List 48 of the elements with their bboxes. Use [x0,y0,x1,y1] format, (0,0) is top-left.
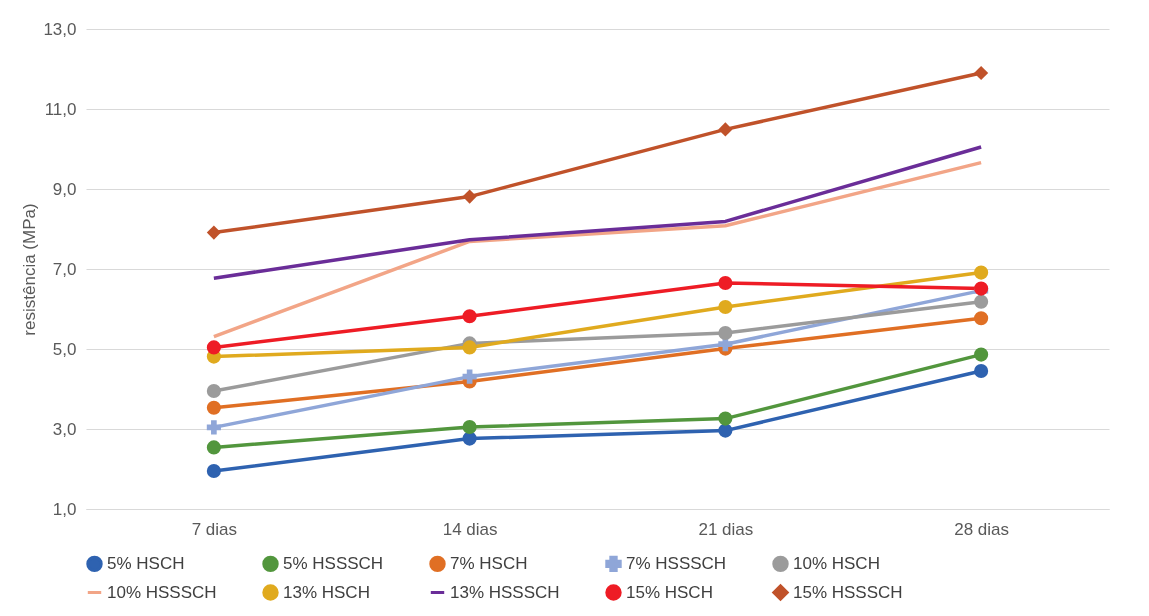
point [718,299,733,315]
y-tick-label: 3,0 [52,419,77,439]
point [718,411,733,426]
y-tick-label: 7,0 [52,259,77,279]
point [206,420,221,435]
x-tick-label: 28 dias [954,519,1010,539]
legend-label: 10% HSCH [793,553,880,573]
point [974,294,989,309]
point [206,225,221,240]
point [462,340,477,355]
point [462,419,477,435]
legend-label: 15% HSSSCH [793,582,903,602]
x-tick-label: 7 dias [191,519,238,539]
legend-label: 13% HSCH [283,582,370,602]
x-tick-label: 14 dias [442,519,498,539]
point [206,400,221,415]
point [718,325,733,341]
x-tick-label: 21 dias [698,519,754,539]
line-series [212,160,983,339]
point [206,340,221,355]
legend-label: 13% HSSSCH [450,582,560,602]
point [462,309,477,324]
point [462,369,477,384]
y-tick-label: 9,0 [52,179,77,199]
legend-label: 7% HSSSCH [626,553,727,573]
line-series [212,145,983,280]
y-axis-title: resistência (MPa) [20,203,40,336]
legend-label: 5% HSSSCH [283,553,384,573]
y-tick-label: 11,0 [44,99,77,119]
point [206,383,221,399]
legend-label: 10% HSSSCH [107,582,217,602]
point [718,122,733,137]
y-tick-label: 5,0 [52,339,77,359]
legend-label: 7% HSCH [450,553,528,573]
point [974,347,989,362]
point [206,440,221,455]
point [974,311,989,326]
point [974,363,989,379]
point [462,189,477,204]
legend-label: 15% HSCH [626,582,713,602]
point [206,463,221,479]
y-tick-label: 1,0 [52,499,77,519]
legend-label: 5% HSCH [107,553,185,573]
point [718,423,733,438]
point [718,275,733,291]
y-tick-label: 13,0 [43,19,77,39]
point [974,265,989,280]
point [974,65,989,81]
